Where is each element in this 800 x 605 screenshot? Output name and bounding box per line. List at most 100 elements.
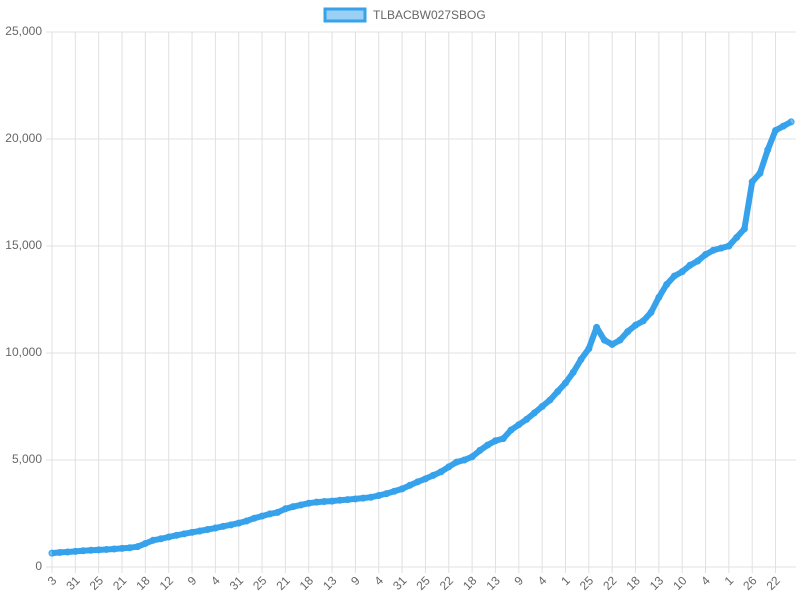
y-tick-label: 5,000	[12, 452, 42, 466]
point	[678, 268, 686, 276]
point	[336, 496, 344, 504]
point	[180, 530, 188, 538]
point	[157, 535, 165, 543]
x-tick-label: 4	[698, 573, 713, 588]
point	[647, 308, 655, 316]
point	[523, 415, 531, 423]
point	[717, 244, 725, 252]
point	[289, 503, 297, 511]
point	[274, 508, 282, 516]
point	[313, 498, 321, 506]
point	[577, 355, 585, 363]
point	[453, 458, 461, 466]
point	[359, 494, 367, 502]
x-tick-label: 13	[320, 573, 340, 593]
point	[530, 409, 538, 417]
point	[709, 246, 717, 254]
x-tick-label: 25	[413, 573, 433, 593]
x-tick-label: 31	[227, 573, 247, 593]
y-tick-label: 10,000	[5, 345, 42, 359]
point	[305, 499, 313, 507]
point	[484, 441, 492, 449]
point	[585, 345, 593, 353]
x-tick-label: 9	[512, 573, 527, 588]
point	[149, 536, 157, 544]
point	[694, 257, 702, 265]
point	[383, 490, 391, 498]
x-tick-label: 26	[740, 573, 760, 593]
point	[64, 548, 72, 556]
point	[351, 495, 359, 503]
point	[110, 545, 118, 553]
point	[663, 281, 671, 289]
point	[616, 336, 624, 344]
point	[328, 497, 336, 505]
point	[445, 463, 453, 471]
x-tick-label: 22	[437, 573, 457, 593]
point	[102, 545, 110, 553]
x-tick-label: 21	[110, 573, 130, 593]
point	[196, 527, 204, 535]
x-tick-label: 1	[558, 573, 573, 588]
point	[406, 481, 414, 489]
point	[779, 122, 787, 130]
x-tick-label: 31	[390, 573, 410, 593]
point	[772, 126, 780, 134]
point	[639, 317, 647, 325]
point	[172, 531, 180, 539]
point	[569, 368, 577, 376]
point	[266, 510, 274, 518]
point	[515, 421, 523, 429]
point	[165, 533, 173, 541]
x-tick-label: 22	[600, 573, 620, 593]
x-tick-label: 3	[45, 573, 60, 588]
point	[561, 379, 569, 387]
point	[460, 456, 468, 464]
point	[437, 468, 445, 476]
point	[632, 321, 639, 329]
point	[281, 505, 289, 513]
point	[235, 519, 243, 527]
point	[56, 548, 64, 556]
point	[95, 546, 103, 554]
x-tick-label: 18	[624, 573, 644, 593]
point	[211, 524, 219, 532]
point	[624, 328, 632, 336]
point	[188, 528, 196, 536]
point	[740, 225, 748, 233]
point	[748, 178, 756, 186]
point	[375, 492, 383, 500]
point	[367, 493, 375, 501]
x-tick-label: 25	[87, 573, 107, 593]
x-tick-label: 12	[157, 573, 177, 593]
point	[219, 522, 227, 530]
y-tick-label: 0	[35, 559, 42, 573]
point	[421, 475, 429, 483]
point	[670, 272, 678, 280]
point	[787, 118, 795, 126]
point	[250, 514, 258, 522]
x-tick-label: 9	[185, 573, 200, 588]
point	[491, 437, 499, 445]
point	[297, 501, 305, 509]
y-tick-label: 20,000	[5, 131, 42, 145]
point	[702, 251, 710, 259]
x-tick-label: 31	[63, 573, 83, 593]
point	[344, 496, 352, 504]
x-tick-label: 21	[273, 573, 293, 593]
x-tick-label: 18	[133, 573, 153, 593]
point	[87, 546, 95, 554]
point	[414, 478, 422, 486]
point	[686, 261, 694, 269]
point	[204, 526, 212, 534]
point	[600, 336, 608, 344]
point	[538, 403, 546, 410]
point	[725, 242, 733, 250]
x-tick-label: 10	[670, 573, 690, 593]
x-tick-label: 22	[764, 573, 784, 593]
legend-swatch	[323, 7, 367, 23]
point	[546, 396, 554, 404]
point	[756, 169, 764, 177]
point	[398, 485, 406, 493]
